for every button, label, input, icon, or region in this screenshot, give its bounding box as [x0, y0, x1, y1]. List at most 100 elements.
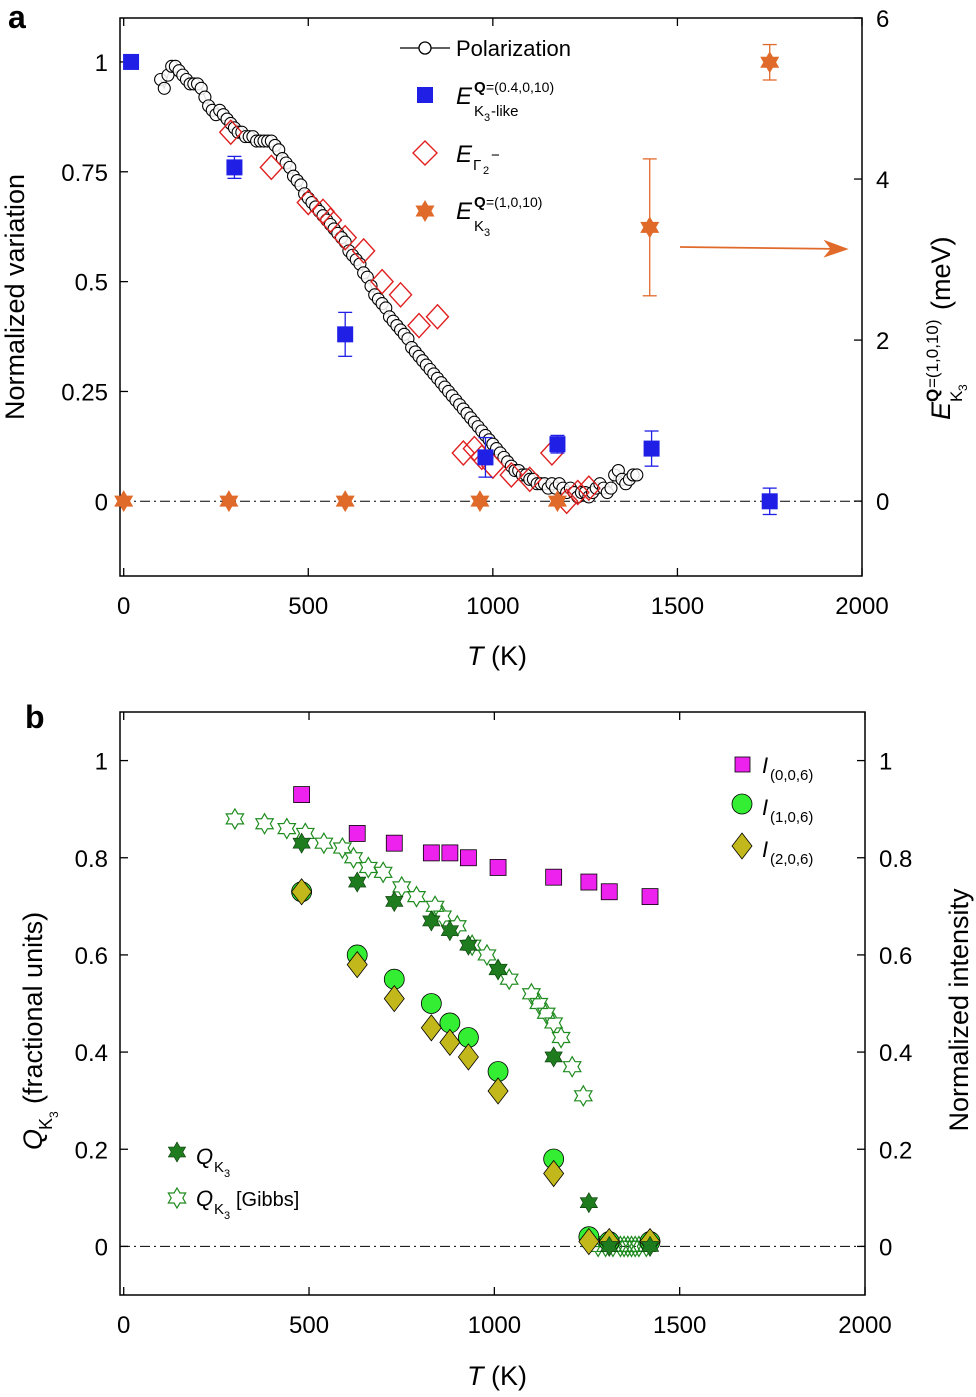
x-tick-label: 1500 [653, 1312, 706, 1339]
y-tick-label-right: 0.4 [879, 1040, 912, 1067]
i206-point [487, 1077, 509, 1105]
y-tick-label: 0.6 [75, 943, 108, 970]
qk3-gibbs-point [551, 1026, 571, 1049]
svg-text:3: 3 [224, 1168, 230, 1180]
svg-text:E: E [456, 83, 473, 110]
i106-point [420, 993, 442, 1014]
i206-point [346, 950, 368, 979]
svg-text:E: E [926, 401, 956, 420]
svg-text:=(1,0,10): =(1,0,10) [486, 194, 542, 210]
gamma2-point [318, 207, 343, 234]
svg-text:−: − [491, 147, 500, 164]
panel-b-legend-intensity: I (0,0,6) I (1,0,6) I (2,0,6) [731, 753, 813, 868]
svg-text:=(1,0,10): =(1,0,10) [923, 319, 942, 388]
qk3-gibbs-point [521, 982, 542, 1005]
qk3-point [292, 832, 311, 854]
y-tick-label: 0 [95, 1234, 108, 1261]
qk3-gibbs-point [536, 1002, 556, 1025]
qk3-gibbs-point [314, 831, 334, 855]
y-tick-label: 0 [95, 489, 108, 516]
qk3-point [348, 871, 367, 893]
svg-text:(fractional units): (fractional units) [18, 912, 48, 1104]
panel-a-annotation-arrow [679, 239, 849, 258]
x-tick-label: 1000 [466, 593, 519, 620]
gamma2-point [388, 281, 413, 308]
k3like-point [549, 436, 566, 453]
legend-k3like-label: E Q =(0.4,0,10) K 3 -like [456, 79, 554, 124]
legend-k3-star-marker [415, 200, 435, 222]
x-tick-label: 500 [288, 593, 328, 620]
panel-b-frame [119, 711, 866, 1296]
legend-qk3-gibbs-label: Q K 3 [Gibbs] [196, 1186, 299, 1222]
panel-a-ylabel-right: E Q =(1,0,10) K 3 (meV) [923, 237, 970, 421]
svg-text:I: I [762, 753, 768, 778]
gamma2-point [517, 466, 542, 493]
legend-qk3-gibbs-marker [167, 1186, 187, 1210]
k3-point [219, 490, 239, 513]
qk3-gibbs-point [373, 861, 393, 884]
y-tick-label-right: 6 [876, 6, 889, 33]
i006-point [545, 868, 563, 886]
qk3-gibbs-point [406, 885, 427, 908]
polarization-point [604, 481, 618, 495]
x-tick-label: 2000 [838, 1312, 891, 1339]
y-tick-label-right: 2 [876, 328, 889, 355]
gamma2-point [333, 224, 358, 251]
svg-text:E: E [456, 198, 473, 225]
i206-point [439, 1028, 461, 1057]
panel-a-ylabel: Normalized variation [0, 174, 30, 420]
gamma2-point [576, 475, 601, 502]
i006-point [293, 786, 311, 803]
gamma2-point [407, 312, 431, 339]
svg-text:Q: Q [474, 79, 486, 96]
y-tick-label-right: 0.2 [879, 1137, 912, 1164]
k3like-point [123, 53, 140, 70]
i006-point [489, 859, 507, 876]
k3like-point [337, 326, 354, 343]
gamma2-point [351, 237, 376, 264]
legend-i106-marker [731, 793, 753, 815]
qk3-gibbs-point [277, 817, 297, 840]
y-tick-label: 0.5 [75, 270, 108, 297]
legend-polarization-marker [418, 41, 432, 55]
qk3-gibbs-point [358, 856, 379, 879]
panel-b-chart: 0 500 1000 1500 2000 0 0.2 0.4 0.6 0.8 1 0 0.2 0.4 0… [18, 711, 974, 1391]
qk3-gibbs-point [529, 992, 549, 1015]
qk3-point [422, 910, 441, 932]
qk3-gibbs-point [573, 1084, 594, 1108]
legend-gamma2-label: E Γ 2 − [456, 141, 500, 177]
x-tick-label: 2000 [835, 593, 888, 620]
legend-i006-label: I (0,0,6) [762, 753, 813, 784]
gamma2-point [565, 479, 590, 506]
i006-point [641, 888, 659, 906]
legend-qk3-label: Q K 3 [196, 1144, 230, 1180]
i206-point [291, 878, 313, 906]
x-tick-label: 0 [117, 593, 130, 620]
x-tick-label: 1500 [651, 593, 704, 620]
svg-text:3: 3 [484, 112, 490, 124]
legend-k3-label: E Q =(1,0,10) K 3 [456, 194, 542, 239]
y-tick-label: 1 [95, 50, 108, 77]
panel-a-frame [119, 17, 863, 577]
qk3-gibbs-point [562, 1055, 582, 1078]
svg-text:3: 3 [484, 227, 490, 239]
y-tick-label-right: 0 [879, 1234, 892, 1261]
qk3-point [544, 1046, 563, 1068]
i006-point [385, 834, 403, 852]
svg-text:=(0.4,0,10): =(0.4,0,10) [486, 79, 554, 95]
i206-point [420, 1014, 442, 1042]
gamma2-point [259, 154, 284, 181]
k3-point [114, 490, 134, 513]
gamma2-point [499, 461, 524, 488]
svg-text:K: K [947, 390, 966, 402]
svg-text:Γ: Γ [473, 157, 481, 174]
panel-a-legend: Polarization E Q =(0.4,0,10) K 3 -like E… [400, 36, 571, 239]
k3like-point [761, 493, 778, 510]
gamma2-point [370, 268, 395, 295]
i006-point [441, 844, 459, 862]
x-tick-label: 1000 [468, 1312, 521, 1339]
y-tick-label-right: 0 [876, 489, 889, 516]
polarization-point [630, 468, 644, 482]
k3like-point [643, 440, 660, 457]
svg-text:2: 2 [483, 165, 489, 177]
